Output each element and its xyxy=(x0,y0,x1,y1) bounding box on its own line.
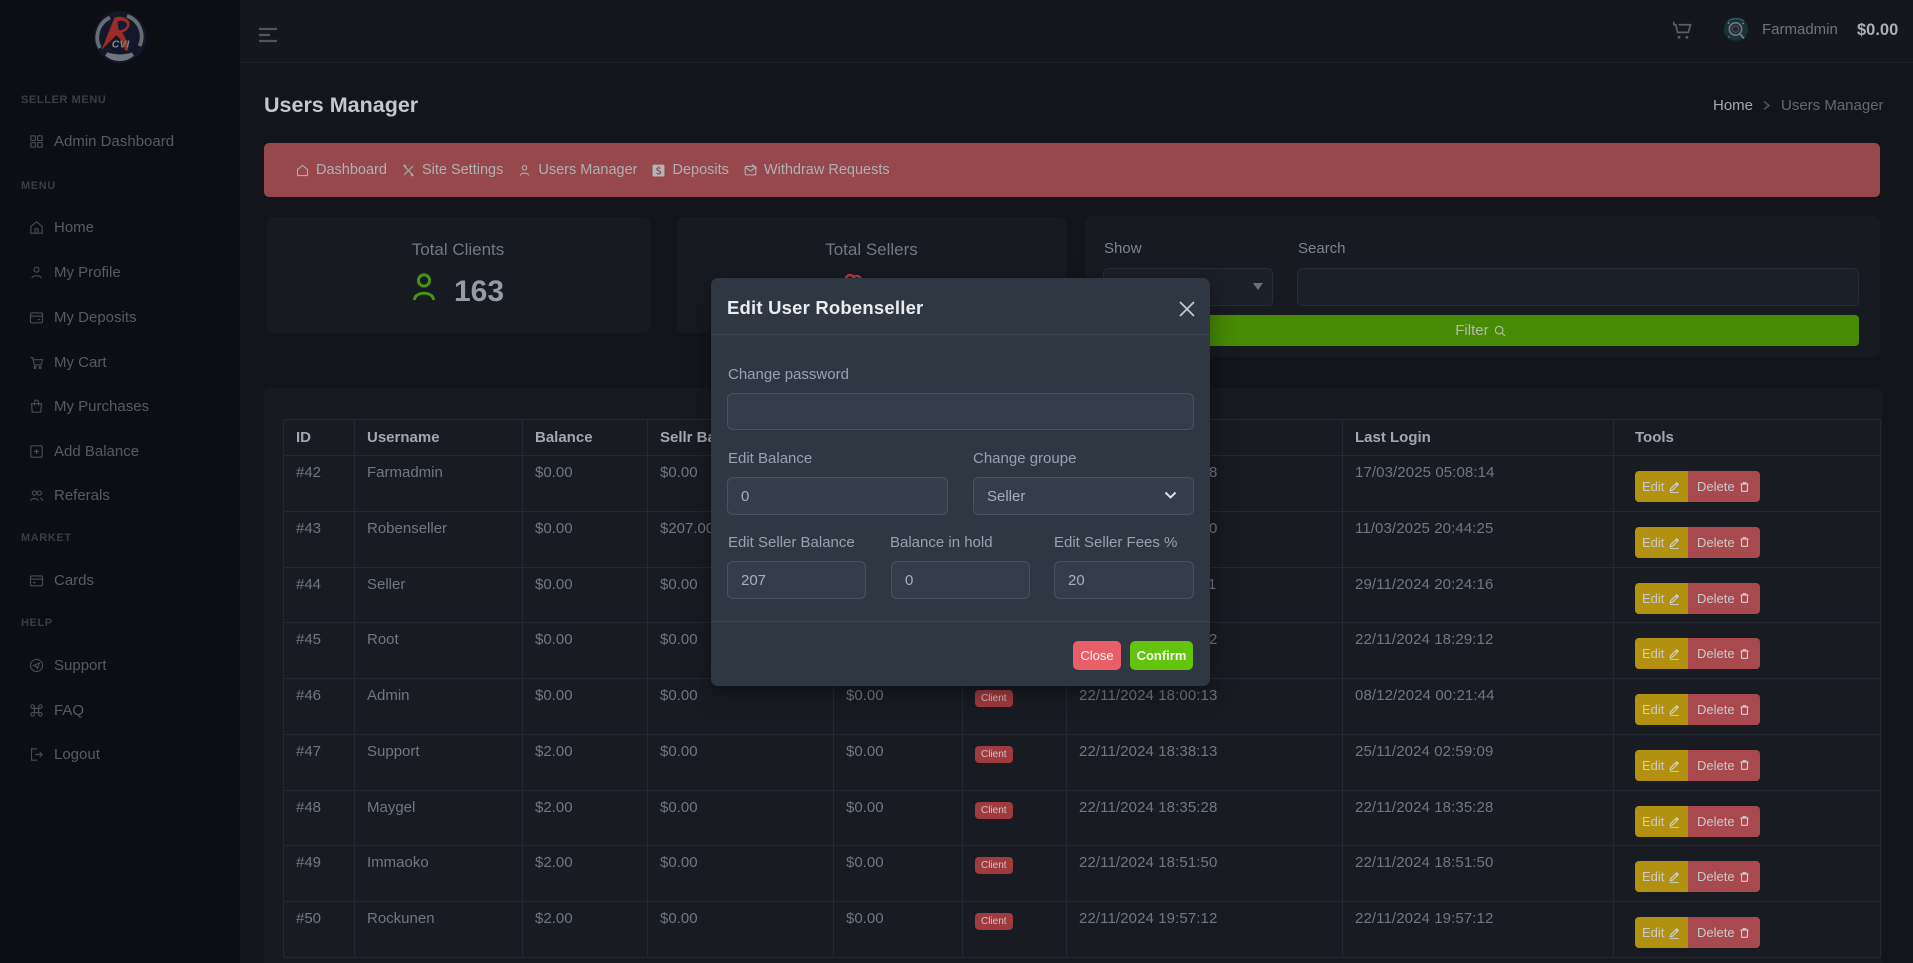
svg-text:CVI: CVI xyxy=(112,39,131,51)
